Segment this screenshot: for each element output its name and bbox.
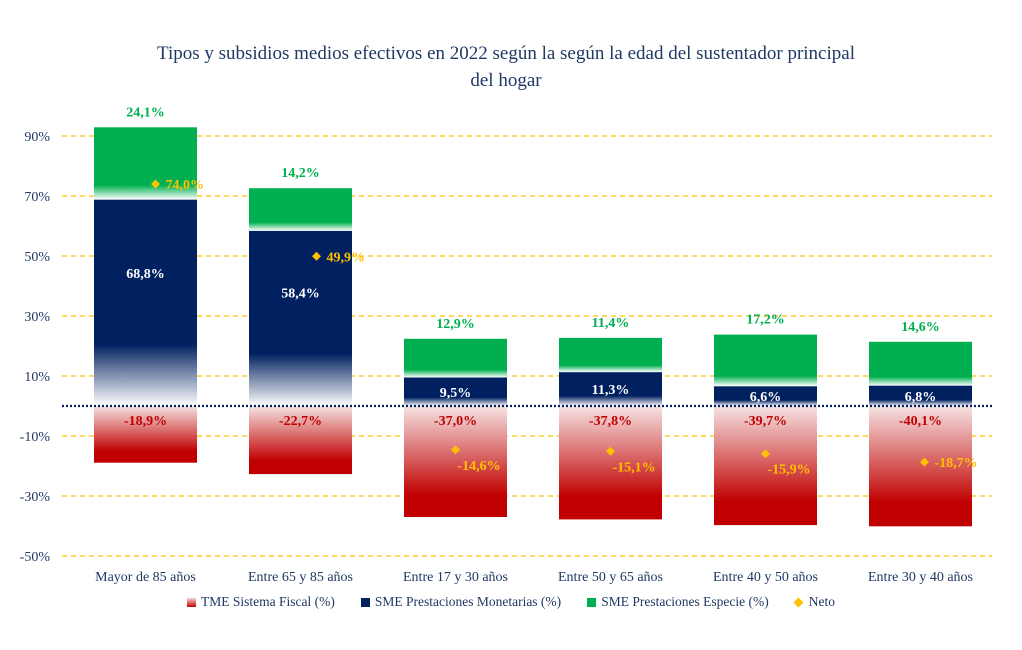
data-label-tme-fiscal: -37,0%	[434, 414, 477, 429]
legend-swatch-green	[587, 597, 597, 607]
bar-tme-fiscal	[404, 406, 507, 517]
bar-tme-fiscal	[714, 406, 817, 526]
bars	[94, 127, 972, 527]
legend-item-neto[interactable]: Neto	[793, 594, 836, 610]
data-label-neto: -15,9%	[768, 463, 811, 478]
x-tick-label: Entre 40 y 50 años	[713, 570, 818, 585]
data-label-sme-monetarias: 9,5%	[440, 386, 472, 401]
neto-marker	[920, 457, 929, 467]
y-tick-label: 50%	[24, 250, 50, 265]
x-tick-label: Entre 30 y 40 años	[868, 570, 973, 585]
chart-title: Tipos y subsidios medios efectivos en 20…	[0, 40, 1012, 94]
legend-label: SME Prestaciones Monetarias (%)	[374, 594, 562, 609]
data-label-tme-fiscal: -39,7%	[744, 414, 787, 429]
y-tick-label: -50%	[20, 550, 51, 565]
data-labels: 24,1% 68,8% -18,9% 74,0% 14,2% 58,4% -22,7% 49,…	[124, 105, 978, 477]
bar-sme-monetarias	[249, 230, 352, 406]
neto-marker	[761, 449, 770, 459]
legend-label: SME Prestaciones Especie (%)	[601, 594, 769, 609]
data-label-sme-especie: 17,2%	[746, 313, 785, 328]
bar-sme-monetarias	[869, 385, 972, 406]
data-label-sme-monetarias: 6,8%	[905, 390, 937, 405]
gridlines	[62, 135, 992, 557]
data-label-neto: -14,6%	[458, 459, 501, 474]
data-label-sme-especie: 11,4%	[592, 316, 630, 331]
legend-item-sme-monetarias[interactable]: SME Prestaciones Monetarias (%)	[360, 594, 562, 610]
data-label-neto: -15,1%	[613, 460, 656, 475]
data-label-sme-monetarias: 58,4%	[281, 286, 320, 301]
x-tick-label: Entre 17 y 30 años	[403, 570, 508, 585]
x-tick-label: Entre 50 y 65 años	[558, 570, 663, 585]
data-label-tme-fiscal: -40,1%	[899, 414, 942, 429]
data-label-sme-monetarias: 68,8%	[126, 267, 165, 282]
bar-sme-monetarias	[94, 199, 197, 406]
x-axis: Mayor de 85 años Entre 65 y 85 años Entre …	[95, 570, 973, 585]
diamond-icon	[793, 597, 804, 607]
data-label-sme-especie: 12,9%	[436, 317, 475, 332]
y-axis: 90% 70% 50% 30% 10% -10% -30% -50%	[20, 130, 51, 565]
bar-sme-especie	[869, 341, 972, 386]
bar-tme-fiscal	[249, 406, 352, 475]
bar-sme-especie	[404, 338, 507, 378]
chart-title-line-1: Tipos y subsidios medios efectivos en 20…	[157, 43, 855, 64]
legend: TME Sistema Fiscal (%) SME Prestaciones …	[0, 594, 1022, 610]
neto-marker	[151, 179, 160, 189]
legend-swatch-navy	[360, 597, 370, 607]
neto-marker	[606, 446, 615, 456]
legend-swatch-red	[186, 597, 196, 607]
y-tick-label: 10%	[24, 370, 50, 385]
bar-tme-fiscal	[559, 406, 662, 520]
y-tick-label: 90%	[24, 130, 50, 145]
x-tick-label: Mayor de 85 años	[95, 570, 196, 585]
neto-marker	[312, 251, 321, 261]
bar-sme-monetarias	[404, 377, 507, 406]
data-label-neto: 74,0%	[166, 178, 205, 193]
legend-label: Neto	[808, 594, 836, 609]
neto-marker	[451, 445, 460, 455]
bar-sme-especie	[249, 188, 352, 231]
legend-label: TME Sistema Fiscal (%)	[200, 594, 335, 609]
legend-item-tme-fiscal[interactable]: TME Sistema Fiscal (%)	[186, 594, 335, 610]
bar-tme-fiscal	[94, 406, 197, 463]
y-tick-label: 30%	[24, 310, 50, 325]
chart-title-line-2: del hogar	[470, 70, 542, 91]
bar-tme-fiscal	[869, 406, 972, 527]
x-tick-label: Entre 65 y 85 años	[248, 570, 353, 585]
legend-item-sme-especie[interactable]: SME Prestaciones Especie (%)	[587, 594, 769, 610]
bar-sme-monetarias	[559, 372, 662, 406]
data-label-sme-monetarias: 6,6%	[750, 390, 782, 405]
data-label-sme-especie: 24,1%	[126, 105, 165, 120]
data-label-neto: -18,7%	[935, 456, 978, 471]
bar-sme-especie	[94, 127, 197, 200]
data-label-sme-especie: 14,2%	[281, 166, 320, 181]
y-tick-label: -30%	[20, 490, 51, 505]
bar-sme-especie	[559, 337, 662, 373]
data-label-sme-especie: 14,6%	[901, 320, 940, 335]
data-label-neto: 49,9%	[327, 250, 366, 265]
bar-sme-especie	[714, 334, 817, 387]
data-label-tme-fiscal: -22,7%	[279, 414, 322, 429]
data-label-tme-fiscal: -37,8%	[589, 414, 632, 429]
data-label-sme-monetarias: 11,3%	[592, 383, 630, 398]
y-tick-label: -10%	[20, 430, 51, 445]
y-tick-label: 70%	[24, 190, 50, 205]
data-label-tme-fiscal: -18,9%	[124, 414, 167, 429]
bar-sme-monetarias	[714, 386, 817, 406]
